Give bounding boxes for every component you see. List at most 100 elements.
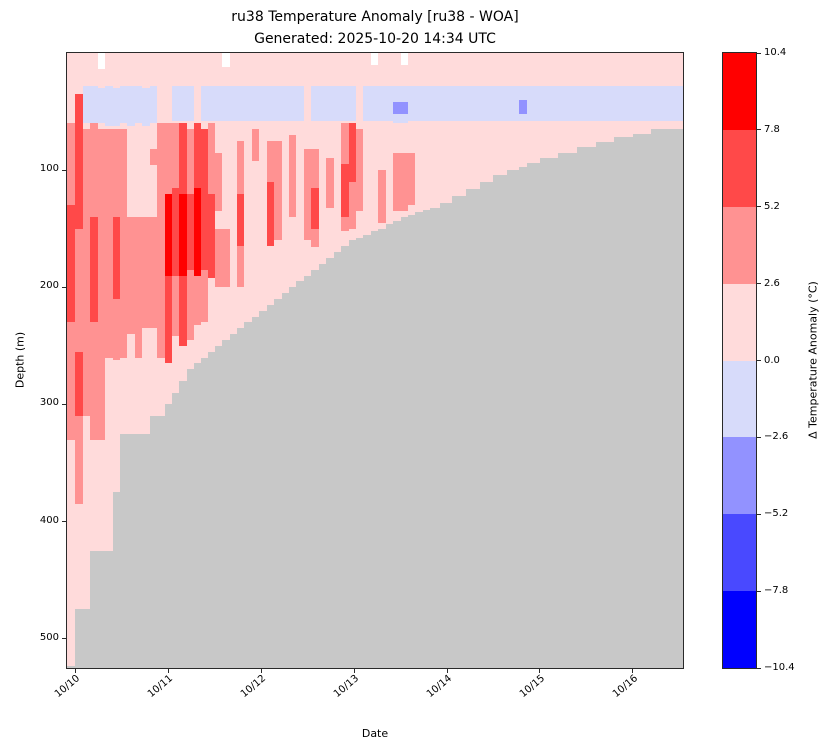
heatmap-cell xyxy=(266,181,275,247)
colorbar-tick-label: 7.8 xyxy=(764,123,780,135)
heatmap-cell xyxy=(493,85,508,121)
heatmap-cell xyxy=(142,217,150,329)
no-data-region xyxy=(341,246,349,668)
x-tick-mark xyxy=(74,669,76,673)
heatmap-cell xyxy=(105,85,113,126)
heatmap-cell xyxy=(407,85,416,121)
heatmap-cell xyxy=(303,149,312,241)
heatmap-cell xyxy=(400,102,408,114)
heatmap-cell xyxy=(348,181,356,229)
no-data-region xyxy=(208,351,215,668)
no-data-region xyxy=(385,224,394,668)
heatmap-cell xyxy=(326,85,334,121)
y-tick-label: 300 xyxy=(39,397,59,409)
no-data-region xyxy=(318,263,327,668)
heatmap-cell xyxy=(82,129,91,417)
heatmap-cell xyxy=(75,351,83,417)
heatmap-cell xyxy=(90,217,98,323)
no-data-region xyxy=(493,174,508,668)
no-data-region xyxy=(266,304,275,668)
x-tick-mark xyxy=(167,669,169,673)
y-tick-label: 100 xyxy=(39,163,59,175)
heatmap-cell xyxy=(289,85,297,121)
no-data-region xyxy=(558,152,578,668)
heatmap-cell xyxy=(222,85,230,121)
x-tick-label: 10/14 xyxy=(424,673,455,700)
heatmap-cell xyxy=(289,135,297,217)
colorbar-tick-label: 0.0 xyxy=(764,354,780,366)
x-tick-mark xyxy=(260,669,262,673)
heatmap-cell xyxy=(577,85,596,121)
heatmap-cell xyxy=(200,129,209,270)
no-data-region xyxy=(186,369,195,668)
heatmap-cell xyxy=(311,187,319,229)
no-data-region xyxy=(105,550,113,668)
heatmap-cell xyxy=(251,129,260,161)
heatmap-cell xyxy=(194,187,201,276)
no-data-region xyxy=(326,258,334,668)
y-tick-label: 200 xyxy=(39,280,59,292)
heatmap-cell xyxy=(208,123,215,194)
no-data-region xyxy=(82,609,91,668)
x-tick-mark xyxy=(446,669,448,673)
heatmap-cell xyxy=(266,85,275,121)
heatmap-cell xyxy=(194,123,201,188)
heatmap-cell xyxy=(171,187,180,276)
colorbar-label: Δ Temperature Anomaly (°C) xyxy=(806,281,820,439)
heatmap-cell xyxy=(519,85,527,100)
heatmap-cell xyxy=(370,85,379,121)
heatmap-cell xyxy=(632,85,652,121)
heatmap-cell xyxy=(274,140,282,241)
heatmap-cell xyxy=(326,158,334,208)
heatmap-cell xyxy=(186,85,195,121)
y-tick-label: 500 xyxy=(39,631,59,643)
heatmap-cell xyxy=(311,228,319,248)
no-data-region xyxy=(519,166,527,668)
heatmap-cell xyxy=(112,217,120,299)
heatmap-cell xyxy=(171,123,180,188)
heatmap-cell xyxy=(296,85,304,121)
no-data-region xyxy=(479,181,494,668)
colorbar-segment xyxy=(723,129,756,208)
heatmap-cell xyxy=(439,85,452,121)
heatmap-cell xyxy=(90,322,98,440)
heatmap-cell xyxy=(179,193,187,276)
heatmap-cell xyxy=(400,53,408,65)
heatmap-cell xyxy=(651,85,683,121)
heatmap-cell xyxy=(149,217,158,329)
colorbar-tick-mark xyxy=(757,360,761,361)
x-axis-label: Date xyxy=(361,727,389,740)
heatmap-cell xyxy=(311,149,319,188)
colorbar-tick-label: −5.2 xyxy=(764,508,789,520)
x-tick-label: 10/13 xyxy=(332,673,362,700)
no-data-region xyxy=(67,665,76,668)
heatmap-cell xyxy=(251,85,260,121)
heatmap-cell xyxy=(75,416,83,504)
heatmap-cell xyxy=(134,85,143,124)
heatmap-cell xyxy=(237,193,245,247)
heatmap-cell xyxy=(378,170,386,223)
colorbar-tick-label: −10.4 xyxy=(764,662,795,673)
heatmap-cell xyxy=(82,85,91,124)
heatmap-cell xyxy=(149,149,158,166)
heatmap-cell xyxy=(186,193,195,270)
no-data-region xyxy=(595,142,615,668)
heatmap-cell xyxy=(90,85,98,124)
x-tick-mark xyxy=(539,669,541,673)
heatmap-cell xyxy=(90,123,98,217)
no-data-region xyxy=(119,433,128,668)
heatmap-cell xyxy=(341,85,349,121)
colorbar-segment xyxy=(723,53,756,131)
no-data-region xyxy=(75,609,83,668)
heatmap-cell xyxy=(97,129,106,440)
heatmap-cell xyxy=(171,85,180,121)
no-data-region xyxy=(112,492,120,668)
heatmap-cell xyxy=(142,88,150,126)
heatmap-cell xyxy=(348,85,356,121)
no-data-region xyxy=(539,158,559,668)
heatmap-cell xyxy=(422,85,431,121)
heatmap-cell xyxy=(179,123,187,194)
x-tick-label: 10/16 xyxy=(610,673,640,700)
colorbar-tick-mark xyxy=(757,513,761,515)
no-data-region xyxy=(134,433,143,668)
